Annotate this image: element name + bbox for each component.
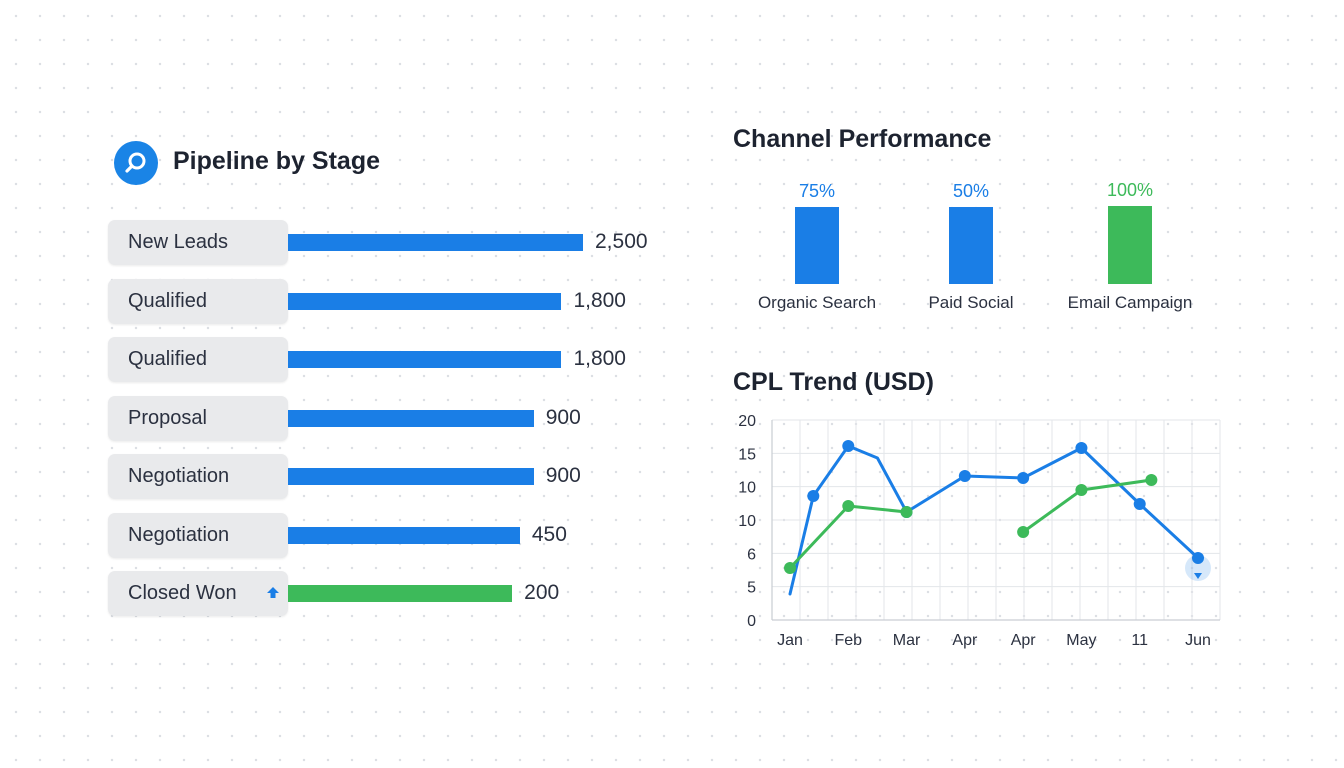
- stage-label: New Leads: [108, 220, 288, 265]
- stage-bar: [288, 585, 513, 602]
- stage-bar: [288, 526, 520, 544]
- x-tick-label: 11: [1131, 632, 1148, 649]
- y-tick-label: 6: [747, 546, 756, 563]
- stage-bar: [288, 292, 562, 310]
- channel-label: Email Campaign: [1067, 293, 1193, 312]
- stage-value: 900: [545, 464, 581, 487]
- stage-label: Closed Won: [108, 571, 288, 616]
- stage-label: Qualified: [108, 278, 288, 324]
- channel-label: Organic Search: [757, 293, 877, 312]
- y-tick-label: 15: [738, 446, 756, 463]
- channel-percent: 50%: [952, 181, 990, 201]
- stage-label-text: Negotiation: [128, 523, 230, 546]
- channel-bar: [949, 207, 993, 284]
- channel-bar: [1108, 206, 1152, 284]
- stage-label: Negotiation: [108, 512, 288, 558]
- data-point-green: [842, 500, 855, 512]
- data-point-green: [1145, 474, 1158, 486]
- stage-bar: [288, 468, 534, 485]
- stage-value: 200: [524, 581, 560, 604]
- channel-percent: 75%: [798, 180, 836, 201]
- chevron-down-icon: [1194, 573, 1202, 579]
- stage-label-text: New Leads: [128, 231, 229, 253]
- data-point-green: [1075, 484, 1088, 496]
- y-tick-label: 0: [747, 613, 756, 630]
- stage-label-text: Qualified: [128, 289, 207, 312]
- arrow-up-icon: [267, 587, 279, 598]
- data-point-blue: [1075, 442, 1088, 454]
- x-tick-label: Mar: [893, 632, 921, 649]
- stage-label: Negotiation: [108, 454, 288, 499]
- data-point-green: [784, 562, 796, 574]
- x-tick-label: May: [1066, 632, 1096, 649]
- highlight-halo: [1185, 555, 1211, 581]
- stage-bar: [288, 409, 534, 427]
- y-tick-label: 10: [738, 513, 756, 530]
- stage-label-text: Closed Won: [128, 582, 237, 604]
- series-line-blue: [788, 444, 1200, 596]
- channel-percent: 100%: [1106, 180, 1154, 200]
- x-tick-label: Apr: [1011, 632, 1037, 649]
- x-tick-label: Jan: [777, 632, 803, 649]
- stage-bar: [288, 351, 562, 368]
- stage-value: 2,500: [595, 230, 648, 253]
- x-tick-label: Jun: [1185, 632, 1211, 649]
- data-point-blue: [807, 490, 820, 502]
- stage-value: 450: [531, 522, 567, 546]
- channel-label: Paid Social: [928, 293, 1014, 312]
- stage-value: 1,800: [573, 347, 626, 370]
- data-point-blue: [1192, 552, 1204, 564]
- cpl-trend-chart: 0 5 6 10 10 15 20 Jan Feb Mar Apr Apr May 11 Jun: [738, 413, 1221, 649]
- x-tick-label: Apr: [952, 632, 978, 649]
- series-line-green: [1021, 478, 1153, 534]
- stage-label-text: Proposal: [128, 406, 207, 429]
- y-tick-label: 20: [738, 413, 756, 430]
- stage-label: Qualified: [108, 337, 288, 382]
- stage-value: 1,800: [573, 288, 626, 312]
- channel-bar: [795, 206, 839, 284]
- y-tick-label: 10: [738, 480, 756, 497]
- stage-label-text: Negotiation: [128, 465, 230, 487]
- stage-bar: [288, 234, 583, 251]
- data-point-green: [900, 506, 913, 518]
- stage-value: 900: [545, 405, 581, 429]
- y-tick-label: 5: [747, 580, 756, 597]
- data-point-green: [1017, 526, 1030, 538]
- pipeline-title: Pipeline by Stage: [173, 147, 381, 175]
- stage-label-text: Qualified: [128, 348, 207, 370]
- stage-label: Proposal: [108, 395, 288, 441]
- cpl-title: CPL Trend (USD): [733, 368, 934, 396]
- channel-title: Channel Performance: [733, 125, 992, 153]
- data-point-blue: [842, 440, 855, 452]
- data-point-blue: [958, 470, 971, 482]
- x-tick-label: Feb: [834, 632, 862, 649]
- search-icon: [114, 141, 158, 185]
- data-point-blue: [1017, 472, 1030, 484]
- data-point-blue: [1133, 498, 1146, 510]
